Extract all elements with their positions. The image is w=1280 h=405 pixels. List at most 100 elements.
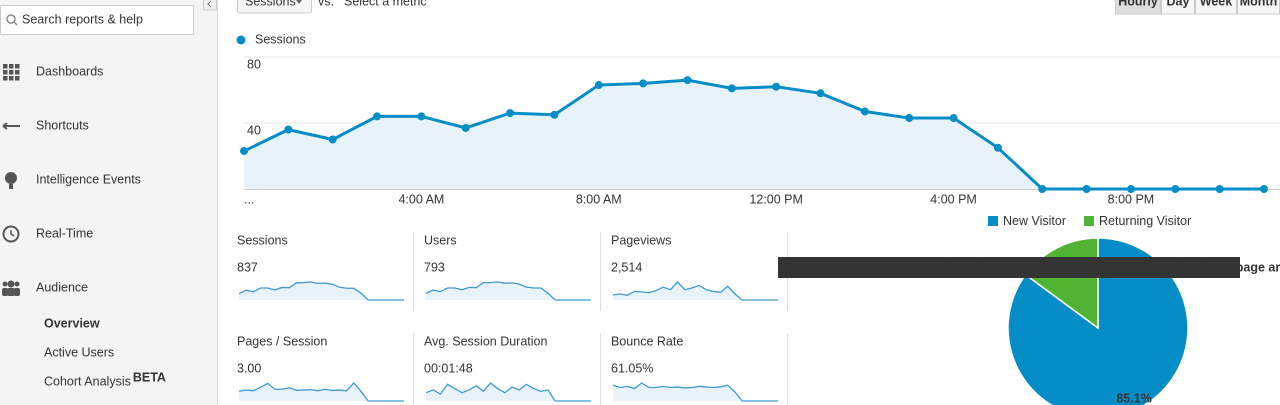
nav-item[interactable]: Shortcuts (36, 118, 89, 132)
nav-subitem[interactable]: Active Users (44, 345, 114, 359)
search-placeholder[interactable]: Search reports & help (22, 12, 143, 26)
granularity-button[interactable] (1161, 0, 1195, 15)
legend-marker (988, 216, 998, 226)
sparkline (425, 382, 591, 402)
point (461, 123, 470, 132)
point (993, 143, 1002, 152)
point (727, 84, 736, 93)
icon (15, 64, 20, 69)
point (1260, 185, 1268, 193)
point (949, 114, 958, 123)
tooltip-text: Pageviews is the total number of pages v… (787, 260, 1280, 274)
search-icon-handle (13, 21, 18, 26)
x-tick-label: 8:00 PM (1108, 192, 1155, 206)
point (1171, 185, 1180, 193)
nav-item[interactable]: Audience (36, 280, 88, 294)
sparkline (425, 281, 591, 301)
scorecard-label: Bounce Rate (611, 334, 683, 348)
point (506, 109, 515, 118)
icon (3, 76, 8, 81)
point (284, 125, 293, 134)
point (816, 89, 825, 98)
nav-item[interactable]: Intelligence Events (36, 172, 141, 186)
point (905, 114, 914, 123)
metric-dropdown-label[interactable]: Sessions (245, 0, 296, 8)
icon (15, 70, 20, 75)
scorecard-value: 793 (424, 260, 445, 274)
granularity-label[interactable]: Hourly (1118, 0, 1158, 8)
y-tick-label: 80 (247, 57, 261, 71)
scorecard-label: Avg. Session Duration (424, 334, 547, 348)
x-tick-label: 4:00 AM (398, 192, 444, 206)
icon (14, 281, 20, 287)
legend-marker (1084, 216, 1094, 226)
sparkline-area (239, 282, 404, 300)
icon (2, 288, 8, 296)
scorecard-label: Pages / Session (237, 334, 327, 348)
scorecard-value: 00:01:48 (424, 361, 473, 375)
nav-subitem[interactable]: Cohort Analysis (44, 374, 131, 388)
icon (7, 288, 15, 296)
scorecard-value: 61.05% (611, 361, 653, 375)
x-tick-label: 12:00 PM (749, 192, 803, 206)
point (373, 112, 382, 121)
search-box[interactable] (0, 5, 194, 35)
point (1082, 185, 1091, 193)
beta-badge: BETA (133, 370, 166, 384)
point (639, 79, 648, 88)
metric-dropdown[interactable] (237, 0, 312, 14)
point (1215, 185, 1224, 193)
sparkline-area (239, 383, 404, 401)
point (240, 147, 248, 156)
granularity-label[interactable]: Week (1200, 0, 1232, 8)
select-metric[interactable]: Select a metric (344, 0, 427, 8)
collapse-arrow (207, 0, 212, 8)
x-tick-label: ... (244, 192, 254, 206)
point (594, 81, 603, 90)
legend-label: Returning Visitor (1099, 214, 1191, 228)
legend-label: Sessions (255, 32, 306, 46)
scorecard-value: 837 (237, 260, 258, 274)
x-tick-label: 8:00 AM (576, 192, 622, 206)
point (683, 76, 692, 85)
icon (14, 288, 20, 296)
icon (15, 76, 20, 81)
legend-label: New Visitor (1003, 214, 1066, 228)
point (417, 112, 426, 121)
nav-item[interactable]: Real-Time (36, 226, 93, 240)
dropdown-arrow (296, 0, 302, 4)
sparkline (612, 382, 778, 402)
icon (7, 280, 15, 288)
icon (2, 225, 20, 243)
nav-subitem[interactable]: Overview (44, 316, 100, 330)
scorecard-label: Pageviews (611, 233, 671, 247)
sparkline (238, 281, 404, 301)
icon (2, 122, 20, 130)
sparkline (238, 382, 404, 402)
granularity-button[interactable] (1115, 0, 1161, 15)
granularity-label[interactable]: Month (1240, 0, 1277, 8)
granularity-label[interactable]: Day (1167, 0, 1190, 8)
point (550, 110, 559, 119)
sparkline (612, 281, 778, 301)
icon (3, 70, 8, 75)
line (243, 78, 1264, 191)
legend-marker (236, 35, 246, 45)
y-tick-label: 40 (247, 123, 261, 137)
granularity-button[interactable] (1195, 0, 1237, 15)
search-icon (6, 14, 16, 24)
point (1126, 185, 1135, 193)
icon (9, 184, 13, 189)
sidebar (0, 0, 217, 405)
sparkline-area (426, 383, 591, 401)
icon (5, 172, 17, 184)
nav-item[interactable]: Dashboards (36, 64, 103, 78)
point (772, 82, 781, 91)
icon (9, 76, 14, 81)
point (328, 135, 337, 144)
point (1038, 185, 1047, 193)
scorecard-label: Users (424, 233, 457, 247)
point (860, 107, 869, 116)
collapse-tab[interactable] (203, 0, 217, 11)
